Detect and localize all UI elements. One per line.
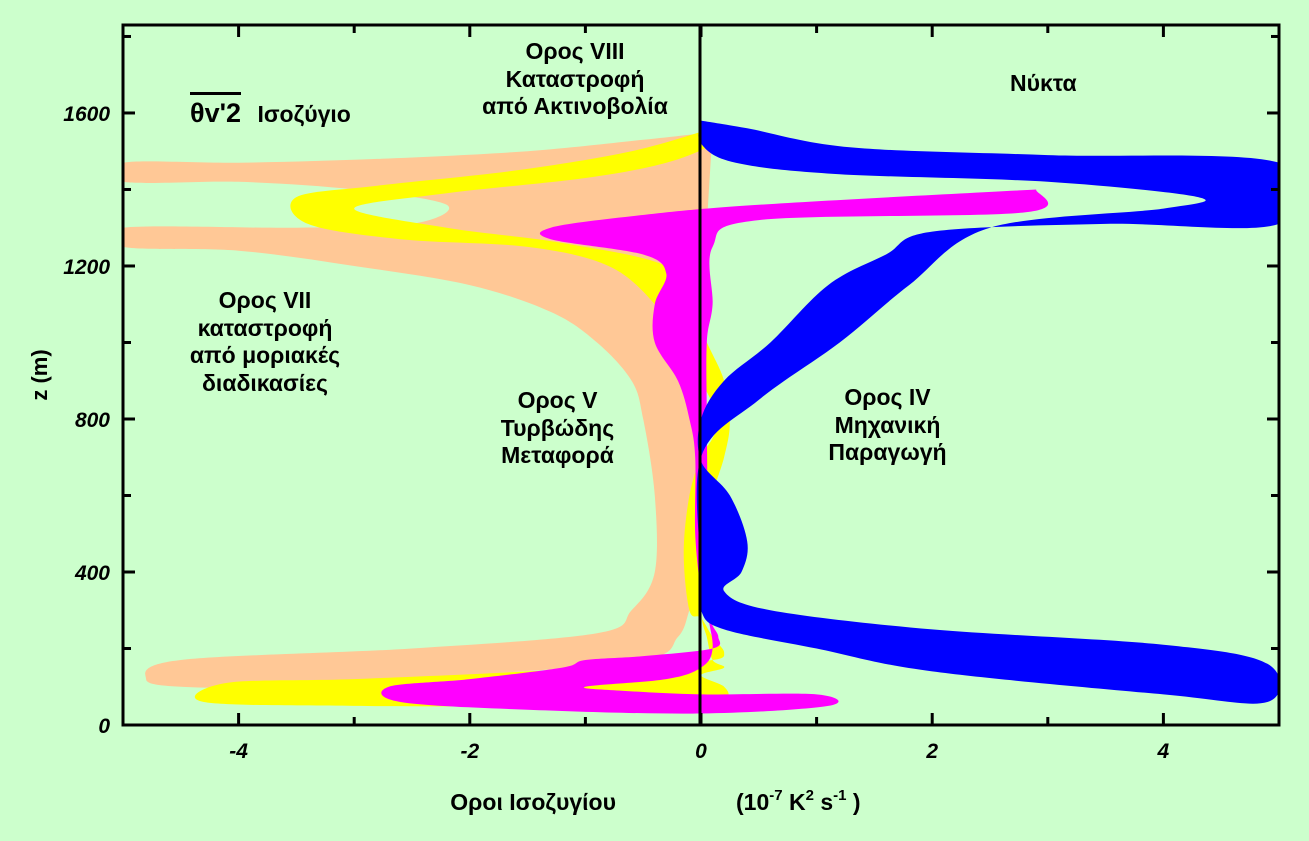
term-viii-line-3: από Ακτινοβολία [482, 93, 668, 120]
legend-title: θv'2 Ισοζύγιο [190, 92, 351, 129]
term-viii-line-2: Καταστροφή [505, 65, 645, 92]
term-viii-line-1: Ορος VIII [525, 38, 625, 64]
x-tick-label: -2 [460, 740, 479, 763]
y-tick-label: 1200 [63, 256, 110, 279]
units-base: (10 [736, 789, 769, 815]
units-exp2: 2 [806, 787, 814, 804]
term-vii-line-3: από μοριακές [189, 342, 341, 369]
x-axis-label: Οροι Ισοζυγίου [450, 789, 616, 815]
term-vii-line-1: Ορος VII [218, 287, 312, 313]
term-iv-line-3: Παραγωγή [828, 439, 947, 466]
units-end: ) [846, 789, 860, 815]
term-v-line-3: Μεταφορά [501, 442, 614, 469]
y-tick-label: 1600 [63, 103, 110, 126]
series-layer [123, 120, 1279, 714]
annotation-term-iv: Ορος IV Μηχανική Παραγωγή [780, 384, 995, 467]
series-term-iv-band [696, 120, 1279, 704]
y-tick-label: 0 [98, 715, 110, 738]
series-term-vii-band [123, 132, 713, 688]
ticks-layer: -4 -2 0 2 4 0 400 800 1200 1600 [63, 25, 1281, 763]
theta-symbol: θv'2 [190, 92, 242, 129]
y-tick-label: 800 [75, 409, 110, 432]
term-iv-line-2: Μηχανική [834, 411, 941, 438]
y-axis-label: z (m) [27, 349, 52, 400]
x-axis-units: (10-7 K2 s-1 ) [736, 787, 861, 815]
annotation-term-vii: Ορος VII καταστροφή από μοριακές διαδικα… [150, 287, 380, 397]
units-exp3: -1 [833, 787, 846, 804]
x-tick-label: 0 [695, 740, 707, 763]
annotation-night: Νύκτα [1010, 70, 1077, 96]
x-tick-label: 2 [925, 740, 938, 763]
term-v-line-1: Ορος V [517, 387, 598, 413]
y-tick-label: 400 [74, 562, 110, 585]
units-exp1: -7 [769, 787, 782, 804]
x-tick-label: 4 [1157, 740, 1170, 763]
term-vii-line-2: καταστροφή [197, 314, 333, 341]
units-k: K [783, 789, 806, 815]
annotation-term-v: Ορος V Τυρβώδης Μεταφορά [450, 387, 665, 470]
legend-title-text: Ισοζύγιο [257, 101, 351, 127]
term-vii-line-4: διαδικασίες [201, 369, 329, 396]
x-tick-label: -4 [229, 740, 248, 763]
units-s: s [814, 789, 833, 815]
annotation-term-viii: Ορος VIII Καταστροφή από Ακτινοβολία [450, 38, 700, 121]
term-v-line-2: Τυρβώδης [500, 414, 615, 441]
term-iv-line-1: Ορος IV [844, 384, 931, 410]
